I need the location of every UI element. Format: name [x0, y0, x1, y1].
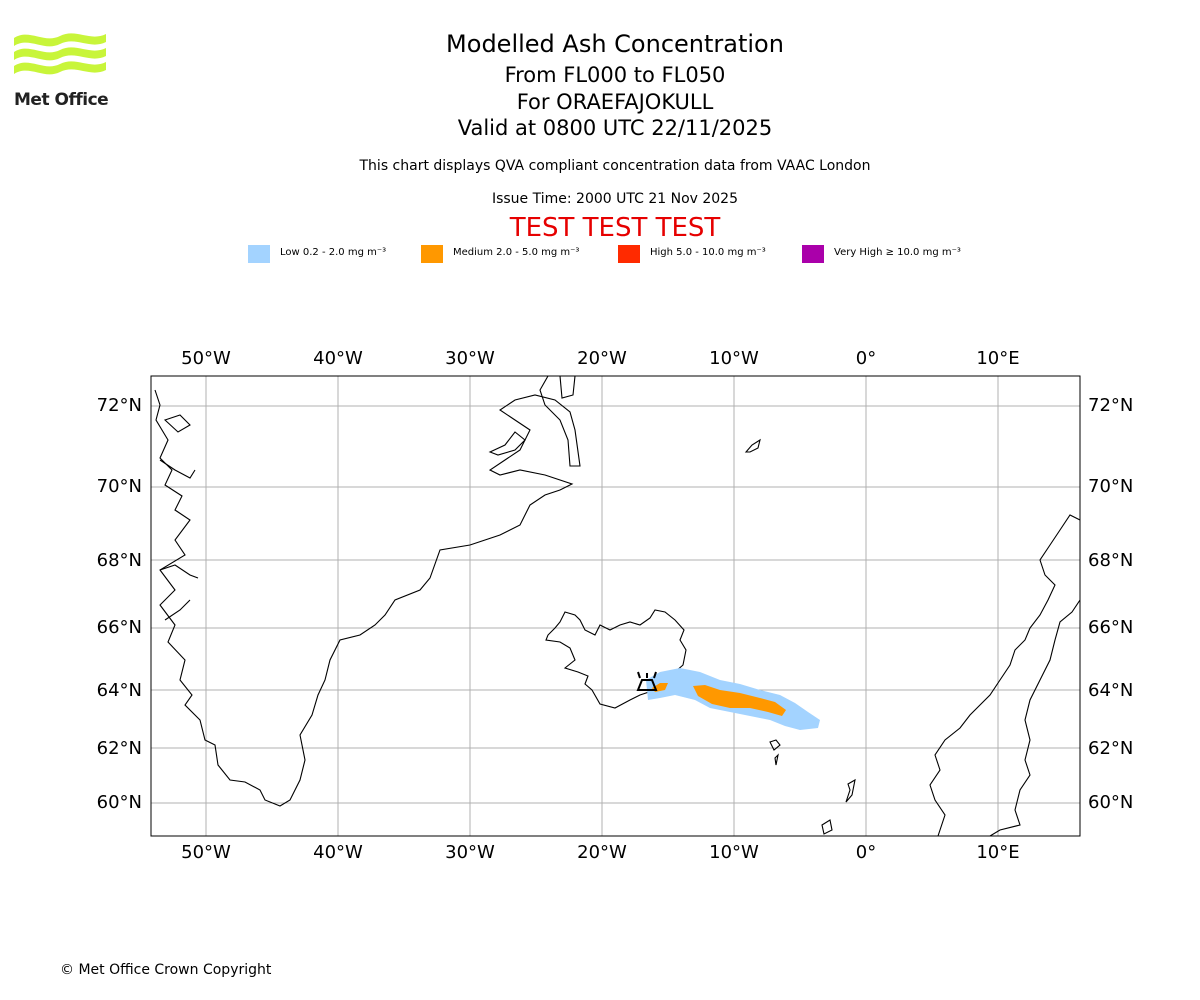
- lat-tick-left: 72°N: [97, 395, 142, 416]
- volcano-name: For ORAEFAJOKULL: [516, 90, 714, 114]
- jan-mayen-coastline: [744, 438, 761, 453]
- met-office-logo-text: Met Office: [14, 90, 109, 110]
- lat-tick-left: 66°N: [97, 617, 142, 638]
- legend-swatch-medium: [421, 245, 443, 263]
- lon-tick-top: 10°E: [976, 348, 1019, 369]
- lat-tick-right: 64°N: [1088, 680, 1133, 701]
- lon-tick-bottom: 0°: [856, 842, 876, 863]
- chart-title: Modelled Ash Concentration: [446, 30, 784, 58]
- map-frame: [150, 375, 1081, 837]
- issue-time: Issue Time: 2000 UTC 21 Nov 2025: [491, 191, 739, 207]
- lat-tick-right: 68°N: [1088, 550, 1133, 571]
- lon-tick-bottom: 40°W: [313, 842, 363, 863]
- legend-label-high: High 5.0 - 10.0 mg m⁻³: [650, 247, 766, 258]
- chart-description: This chart displays QVA compliant concen…: [359, 158, 871, 174]
- legend-swatch-very-high: [802, 245, 824, 263]
- plume-medium-concentration: [652, 683, 786, 716]
- lat-tick-left: 62°N: [97, 738, 142, 759]
- legend-swatch-high: [618, 245, 640, 263]
- flight-levels: From FL000 to FL050: [504, 63, 726, 87]
- lat-tick-left: 64°N: [97, 680, 142, 701]
- greenland-coastline: [154, 376, 581, 807]
- ash-plume: [646, 668, 820, 730]
- lon-tick-top: 10°W: [709, 348, 759, 369]
- shetland-coastline: [845, 778, 856, 803]
- lon-tick-top: 20°W: [577, 348, 627, 369]
- lon-tick-bottom: 30°W: [445, 842, 495, 863]
- lon-tick-top: 30°W: [445, 348, 495, 369]
- map-gridlines: [151, 376, 1080, 836]
- lon-tick-top: 50°W: [181, 348, 231, 369]
- test-banner: TEST TEST TEST: [509, 213, 721, 243]
- lat-tick-right: 66°N: [1088, 617, 1133, 638]
- lat-tick-left: 60°N: [97, 792, 142, 813]
- norway-coastline: [929, 514, 1080, 836]
- lat-tick-left: 70°N: [97, 476, 142, 497]
- lon-tick-bottom: 50°W: [181, 842, 231, 863]
- lon-tick-bottom: 10°W: [709, 842, 759, 863]
- lat-tick-right: 62°N: [1088, 738, 1133, 759]
- lon-tick-top: 0°: [856, 348, 876, 369]
- lat-tick-right: 72°N: [1088, 395, 1133, 416]
- faroe-islands-coastline: [769, 739, 781, 766]
- lon-tick-bottom: 10°E: [976, 842, 1019, 863]
- lon-tick-bottom: 20°W: [577, 842, 627, 863]
- lat-tick-right: 70°N: [1088, 476, 1133, 497]
- legend-label-medium: Medium 2.0 - 5.0 mg m⁻³: [453, 247, 580, 258]
- lon-tick-top: 40°W: [313, 348, 363, 369]
- legend-label-low: Low 0.2 - 2.0 mg m⁻³: [280, 247, 387, 258]
- met-office-logo-icon: [14, 33, 106, 75]
- legend-swatch-low: [248, 245, 270, 263]
- valid-time: Valid at 0800 UTC 22/11/2025: [457, 116, 773, 140]
- legend-label-very-high: Very High ≥ 10.0 mg m⁻³: [834, 247, 961, 258]
- copyright-notice: © Met Office Crown Copyright: [60, 962, 272, 978]
- lat-tick-right: 60°N: [1088, 792, 1133, 813]
- volcano-icon: [636, 671, 658, 691]
- lat-tick-left: 68°N: [97, 550, 142, 571]
